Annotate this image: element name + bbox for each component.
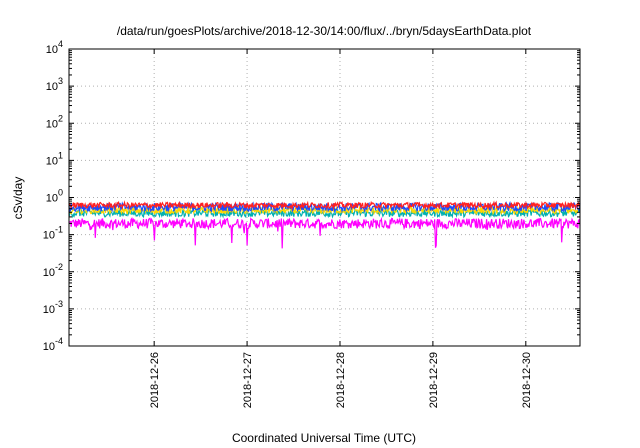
y-tick-label: 101 xyxy=(46,150,63,167)
x-tick-label: 2018-12-30 xyxy=(521,352,533,408)
grid-layer xyxy=(69,48,580,347)
y-tick-label: 104 xyxy=(46,39,63,56)
series-line xyxy=(68,207,581,219)
ticks-layer: 10-4 10-3 10-2 10-1 100 101 102 103 104 2018-12-2… xyxy=(43,39,580,408)
y-axis-label: cSv/day xyxy=(11,177,25,220)
series-line xyxy=(68,204,581,216)
y-tick-label: 10-4 xyxy=(43,336,63,353)
x-tick-label: 2018-12-28 xyxy=(335,352,347,408)
y-tick-label: 103 xyxy=(46,76,63,93)
y-tick-label: 10-3 xyxy=(43,299,63,316)
series-line xyxy=(68,216,581,249)
x-tick-label: 2018-12-29 xyxy=(428,352,440,408)
x-tick-label: 2018-12-27 xyxy=(242,352,254,408)
series-line xyxy=(68,200,581,211)
chart-title: /data/run/goesPlots/archive/2018-12-30/1… xyxy=(117,24,532,38)
y-tick-label: 10-1 xyxy=(43,225,63,242)
x-tick-label: 2018-12-26 xyxy=(149,352,161,408)
series-layer xyxy=(68,200,581,249)
x-axis-label: Coordinated Universal Time (UTC) xyxy=(232,431,416,445)
y-tick-label: 10-2 xyxy=(43,262,63,279)
y-tick-label: 100 xyxy=(46,188,63,205)
y-tick-label: 102 xyxy=(46,113,63,130)
